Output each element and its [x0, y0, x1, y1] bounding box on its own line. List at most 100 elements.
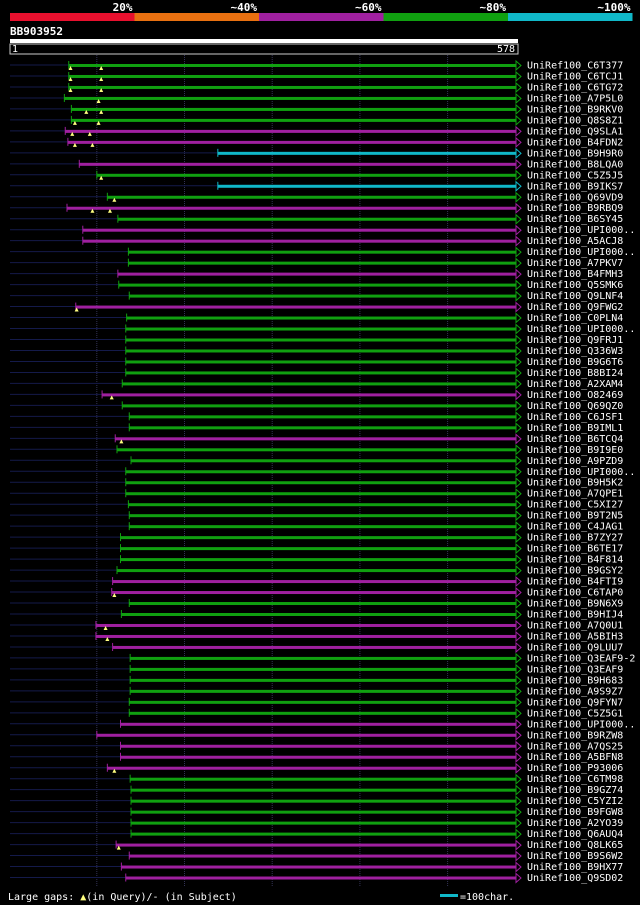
hit-row[interactable]: UniRef100_B4F814 — [10, 553, 623, 566]
hit-label[interactable]: UniRef100_B9HX77 — [527, 862, 623, 873]
hit-row[interactable]: UniRef100_O82469 — [10, 389, 623, 401]
hit-row[interactable]: UniRef100_B9GZ74 — [10, 784, 623, 796]
hit-row[interactable]: UniRef100_B4FDN2 — [10, 136, 623, 148]
hit-row[interactable]: UniRef100_B9IKS7 — [10, 180, 623, 192]
hit-row[interactable]: UniRef100_A9S9Z7 — [10, 685, 623, 697]
hit-label[interactable]: UniRef100_B9H683 — [527, 675, 623, 686]
hit-row[interactable]: UniRef100_Q3EAF9-2 — [10, 652, 635, 664]
hit-label[interactable]: UniRef100_B9RZW8 — [527, 730, 623, 741]
hit-label[interactable]: UniRef100_C5YZI2 — [527, 796, 623, 807]
hit-row[interactable]: UniRef100_Q9LUU7 — [10, 641, 623, 653]
hit-label[interactable]: UniRef100_A5ACJ8 — [527, 236, 623, 247]
hit-row[interactable]: UniRef100_B9RBQ9 — [10, 202, 623, 214]
hit-row[interactable]: UniRef100_UPI000.. — [10, 466, 635, 478]
hit-label[interactable]: UniRef100_B9S6W2 — [527, 851, 623, 862]
hit-label[interactable]: UniRef100_A7PKV7 — [527, 258, 623, 269]
hit-label[interactable]: UniRef100_B4F814 — [527, 555, 623, 566]
hit-row[interactable]: UniRef100_Q8S8Z1 — [10, 114, 623, 126]
hit-label[interactable]: UniRef100_A7QPE1 — [527, 489, 623, 500]
hit-row[interactable]: UniRef100_Q9FWG2 — [10, 301, 623, 313]
hit-label[interactable]: UniRef100_B7ZY27 — [527, 533, 623, 544]
hit-label[interactable]: UniRef100_Q336W3 — [527, 346, 623, 357]
hit-row[interactable]: UniRef100_C6TG72 — [10, 81, 623, 93]
hit-label[interactable]: UniRef100_C6JSF1 — [527, 412, 623, 423]
hit-row[interactable]: UniRef100_Q69QZ0 — [10, 400, 623, 412]
hit-row[interactable]: UniRef100_Q6AUQ4 — [10, 828, 623, 840]
hit-label[interactable]: UniRef100_P93006 — [527, 763, 623, 774]
hit-label[interactable]: UniRef100_A2XAM4 — [527, 379, 623, 390]
hit-row[interactable]: UniRef100_Q336W3 — [10, 345, 623, 357]
hit-row[interactable]: UniRef100_A5BFN8 — [10, 751, 623, 763]
hit-row[interactable]: UniRef100_C5Z5J5 — [10, 169, 623, 181]
hit-label[interactable]: UniRef100_A7QS25 — [527, 741, 623, 752]
hit-label[interactable]: UniRef100_Q69QZ0 — [527, 401, 623, 412]
hit-label[interactable]: UniRef100_B9HIJ4 — [527, 610, 623, 621]
hit-row[interactable]: UniRef100_UPI000.. — [10, 246, 635, 258]
hit-label[interactable]: UniRef100_C6TG72 — [527, 82, 623, 93]
hit-row[interactable]: UniRef100_B6TCQ4 — [10, 433, 623, 445]
hit-label[interactable]: UniRef100_A5BIH3 — [527, 631, 623, 642]
hit-label[interactable]: UniRef100_A5BFN8 — [527, 752, 623, 763]
hit-label[interactable]: UniRef100_B9FGW8 — [527, 807, 623, 818]
hit-label[interactable]: UniRef100_C5Z5J5 — [527, 170, 623, 181]
hit-label[interactable]: UniRef100_Q69VD9 — [527, 192, 623, 203]
hit-row[interactable]: UniRef100_B9RKV0 — [10, 103, 623, 115]
hit-row[interactable]: UniRef100_C5YZI2 — [10, 795, 623, 807]
hit-label[interactable]: UniRef100_A9S9Z7 — [527, 686, 623, 697]
hit-row[interactable]: UniRef100_C5Z5G1 — [10, 707, 623, 719]
hit-row[interactable]: UniRef100_C6JSF1 — [10, 411, 623, 423]
hit-label[interactable]: UniRef100_B9N6X9 — [527, 599, 623, 610]
hit-row[interactable]: UniRef100_B9HIJ4 — [10, 608, 623, 621]
hit-label[interactable]: UniRef100_UPI000.. — [527, 324, 635, 335]
hit-label[interactable]: UniRef100_Q3EAF9 — [527, 664, 623, 675]
hit-label[interactable]: UniRef100_C6TM98 — [527, 774, 623, 785]
hit-row[interactable]: UniRef100_A5BIH3 — [10, 630, 623, 642]
hit-label[interactable]: UniRef100_B6TE17 — [527, 544, 623, 555]
hit-label[interactable]: UniRef100_B6TCQ4 — [527, 434, 623, 445]
hit-row[interactable]: UniRef100_C6TCJ1 — [10, 70, 623, 82]
hit-label[interactable]: UniRef100_B9G6T6 — [527, 357, 623, 368]
hit-row[interactable]: UniRef100_A7Q0U1 — [10, 619, 623, 631]
hit-label[interactable]: UniRef100_C5Z5G1 — [527, 708, 623, 719]
hit-label[interactable]: UniRef100_UPI000.. — [527, 225, 635, 236]
hit-label[interactable]: UniRef100_UPI000.. — [527, 467, 635, 478]
hit-row[interactable]: UniRef100_P93006 — [10, 762, 623, 774]
hit-row[interactable]: UniRef100_B9H683 — [10, 674, 623, 686]
hit-label[interactable]: UniRef100_B9H9R0 — [527, 148, 623, 159]
hit-label[interactable]: UniRef100_B4FMH3 — [527, 269, 623, 280]
hit-row[interactable]: UniRef100_B9I9E0 — [10, 444, 623, 456]
hit-row[interactable]: UniRef100_UPI000.. — [10, 224, 635, 236]
hit-label[interactable]: UniRef100_B9I9E0 — [527, 445, 623, 456]
hit-row[interactable]: UniRef100_C6T377 — [10, 59, 623, 72]
hit-row[interactable]: UniRef100_B9RZW8 — [10, 729, 623, 741]
hit-label[interactable]: UniRef100_Q9FRJ1 — [527, 335, 623, 346]
hit-label[interactable]: UniRef100_Q3EAF9-2 — [527, 653, 635, 664]
hit-row[interactable]: UniRef100_B9S6W2 — [10, 850, 623, 862]
hit-row[interactable]: UniRef100_B7ZY27 — [10, 532, 623, 544]
hit-label[interactable]: UniRef100_A2YO39 — [527, 818, 623, 829]
hit-label[interactable]: UniRef100_UPI000.. — [527, 247, 635, 258]
hit-row[interactable]: UniRef100_Q9LNF4 — [10, 290, 623, 302]
hit-label[interactable]: UniRef100_B8BI24 — [527, 368, 623, 379]
hit-label[interactable]: UniRef100_Q5SMK6 — [527, 280, 623, 291]
hit-label[interactable]: UniRef100_Q9LUU7 — [527, 642, 623, 653]
hit-row[interactable]: UniRef100_UPI000.. — [10, 718, 635, 730]
hit-label[interactable]: UniRef100_B9RKV0 — [527, 104, 623, 115]
hit-label[interactable]: UniRef100_C5XI27 — [527, 500, 623, 511]
hit-row[interactable]: UniRef100_B4FTI9 — [10, 575, 623, 588]
hit-row[interactable]: UniRef100_A7PKV7 — [10, 257, 623, 269]
hit-row[interactable]: UniRef100_B4FMH3 — [10, 268, 623, 280]
hit-row[interactable]: UniRef100_Q9FRJ1 — [10, 334, 623, 346]
hit-label[interactable]: UniRef100_B4FTI9 — [527, 577, 623, 588]
hit-row[interactable]: UniRef100_B9IML1 — [10, 422, 623, 434]
hit-row[interactable]: UniRef100_B9G6T6 — [10, 356, 623, 368]
hit-label[interactable]: UniRef100_B9GZ74 — [527, 785, 623, 796]
hit-label[interactable]: UniRef100_B9H5K2 — [527, 478, 623, 489]
hit-row[interactable]: UniRef100_A9PZD9 — [10, 455, 623, 467]
hit-row[interactable]: UniRef100_B9T2N5 — [10, 510, 623, 522]
hit-label[interactable]: UniRef100_Q6AUQ4 — [527, 829, 623, 840]
hit-row[interactable]: UniRef100_B9HX77 — [10, 861, 623, 873]
hit-row[interactable]: UniRef100_B8LQA0 — [10, 158, 623, 170]
hit-row[interactable]: UniRef100_B9N6X9 — [10, 597, 623, 610]
hit-row[interactable]: UniRef100_Q9SD02 — [10, 872, 623, 884]
